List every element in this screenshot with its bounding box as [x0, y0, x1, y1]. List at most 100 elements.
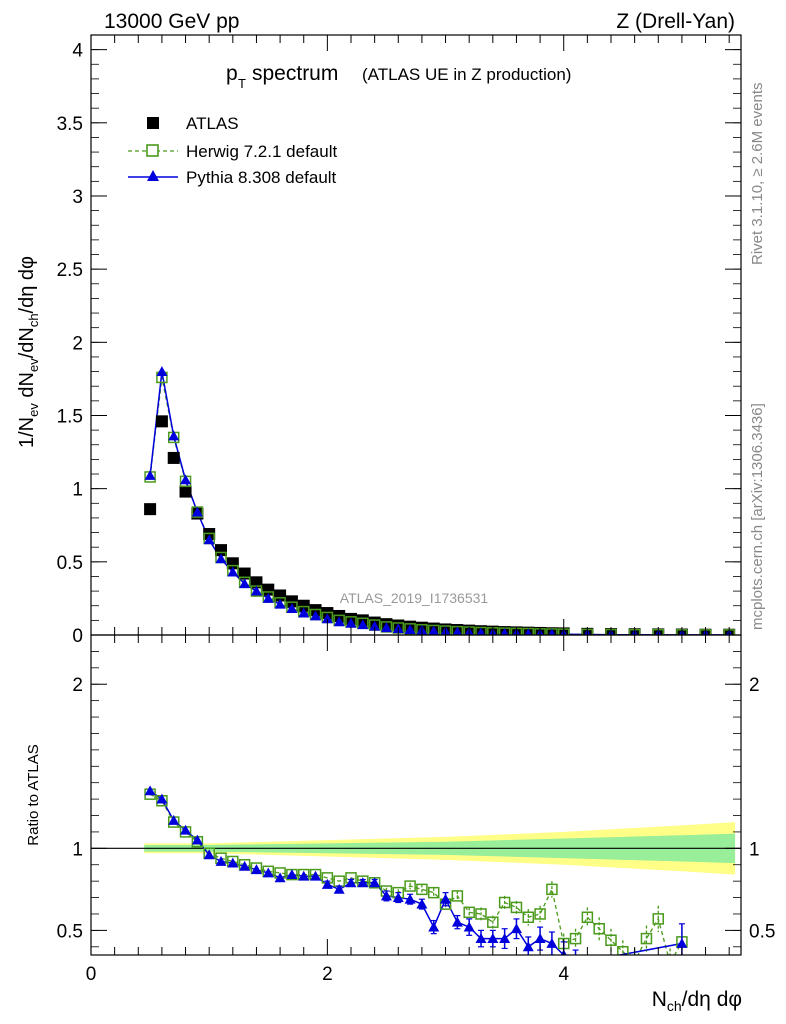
legend: ATLAS Herwig 7.2.1 default Pythia 8.308 …: [128, 114, 337, 187]
ratio-pythia-point: [522, 941, 534, 952]
legend-marker-herwig: [146, 144, 159, 157]
ratio-pythia-point: [369, 877, 381, 888]
ratio-herwig-point: [498, 896, 511, 909]
ratio-pythia-point: [333, 883, 345, 894]
ratio-herwig-point: [522, 911, 535, 924]
analysis-watermark: ATLAS_2019_I1736531: [340, 590, 489, 606]
pythia-point: [369, 620, 381, 631]
mcplots-label: mcplots.cern.ch [arXiv:1306.3436]: [749, 403, 766, 630]
ratio-herwig-point: [487, 916, 499, 928]
ratio-pythia-point: [215, 855, 227, 866]
main-ytick-label: 2: [72, 333, 83, 354]
ratio-ytick-label-right: 0.5: [749, 921, 775, 942]
title-sub: T: [238, 76, 246, 91]
ratio-pythia-line: [149, 790, 683, 955]
atlas-point: [238, 567, 251, 580]
pythia-point: [310, 610, 322, 621]
pythia-point: [357, 619, 369, 630]
header-left: 13000 GeV pp: [104, 10, 239, 33]
ratio-pythia-point: [392, 892, 404, 902]
pythia-point: [321, 613, 333, 624]
pythia-point: [180, 474, 192, 485]
ratio-pythia-point: [428, 921, 440, 932]
ratio-herwig-point: [569, 932, 582, 945]
ratio-ytick-label: 2: [72, 675, 83, 696]
ratio-frame: [90, 634, 742, 956]
ratio-pythia-point: [239, 860, 251, 871]
pythia-point: [333, 616, 345, 627]
atlas-point: [250, 576, 263, 589]
ratio-pythia-point: [357, 877, 369, 888]
ratio-herwig-point: [640, 932, 653, 945]
ratio-herwig-point: [605, 934, 617, 946]
atlas-point: [297, 599, 310, 612]
ratio-herwig-line: [149, 793, 683, 955]
ratio-pythia-point: [321, 878, 333, 889]
ratio-pythia-point: [168, 814, 180, 825]
pythia-point: [345, 617, 357, 628]
main-ytick-label: 3: [72, 187, 83, 208]
ratio-pythia-point: [274, 872, 286, 883]
ratio-herwig-point: [427, 886, 440, 899]
ratio-pythia-point: [191, 834, 203, 845]
pythia-point: [548, 628, 556, 635]
ratio-pythia-point: [570, 958, 581, 968]
ratio-herwig-point: [463, 906, 475, 919]
atlas-point: [155, 415, 168, 428]
ratio-pythia-point: [310, 870, 322, 881]
ratio-pythia-point: [250, 864, 262, 875]
ratio-pythia-point: [499, 933, 511, 943]
pythia-point: [262, 592, 274, 603]
herwig-point: [439, 625, 452, 635]
legend-label-herwig: Herwig 7.2.1 default: [186, 142, 337, 161]
ratio-pythia-point: [262, 867, 274, 878]
ratio-herwig-point: [451, 890, 464, 902]
ratio-pythia-point: [227, 857, 239, 868]
main-ytick-label: 1.5: [57, 406, 83, 427]
ratio-pythia-point: [180, 824, 192, 835]
ratio-ytick-label: 1: [72, 839, 83, 860]
ratio-herwig-point: [630, 957, 640, 967]
atlas-point: [285, 595, 298, 608]
ratio-pythia-point: [487, 933, 499, 943]
plot-title: p T spectrum (ATLAS UE in Z production): [226, 62, 571, 91]
atlas-point: [167, 451, 180, 464]
pythia-point: [191, 506, 203, 517]
legend-label-pythia: Pythia 8.308 default: [186, 168, 337, 187]
legend-label-atlas: ATLAS: [186, 114, 239, 133]
main-ylabel: 1/Nev dNev/dNch/dη dφ: [16, 256, 41, 448]
ratio-herwig-point: [475, 908, 487, 920]
main-ytick-label: 4: [72, 41, 83, 62]
ratio-herwig-point: [416, 883, 428, 896]
ratio-pythia-point: [298, 870, 310, 881]
ratio-herwig-point: [593, 922, 605, 935]
ratio-pythia-point: [475, 933, 487, 943]
main-ytick-label: 0.5: [57, 553, 83, 574]
ratio-herwig-point: [665, 958, 675, 968]
ratio-herwig-point: [546, 883, 558, 896]
title-paren: (ATLAS UE in Z production): [362, 65, 571, 84]
pythia-point: [476, 627, 486, 635]
ratio-ylabel: Ratio to ATLAS: [25, 744, 42, 845]
ratio-herwig-point: [404, 880, 416, 892]
pythia-point: [274, 598, 286, 609]
ratio-pythia-point: [676, 938, 688, 948]
ratio-pythia-point: [451, 916, 463, 927]
main-ytick-label: 0: [72, 626, 83, 647]
ratio-herwig-point: [581, 911, 594, 924]
legend-marker-atlas: [147, 117, 159, 129]
main-panel: 0 0.5 1 1.5 2 2.5 3 3.5 4: [57, 34, 742, 647]
ratio-panel: 0.5 0.5 1 1 2 2 0 2 4: [57, 634, 775, 985]
pythia-point: [500, 628, 509, 635]
ratio-pythia-point: [286, 869, 298, 879]
pythia-point: [524, 628, 532, 635]
pythia-point: [428, 625, 439, 635]
pythia-point: [239, 578, 251, 589]
ratio-pythia-point: [416, 898, 428, 909]
pythia-point: [404, 624, 416, 634]
pythia-point: [380, 622, 392, 633]
ratio-herwig-point: [617, 945, 629, 955]
title-rest: spectrum: [252, 62, 338, 85]
ratio-pythia-point: [534, 933, 546, 943]
